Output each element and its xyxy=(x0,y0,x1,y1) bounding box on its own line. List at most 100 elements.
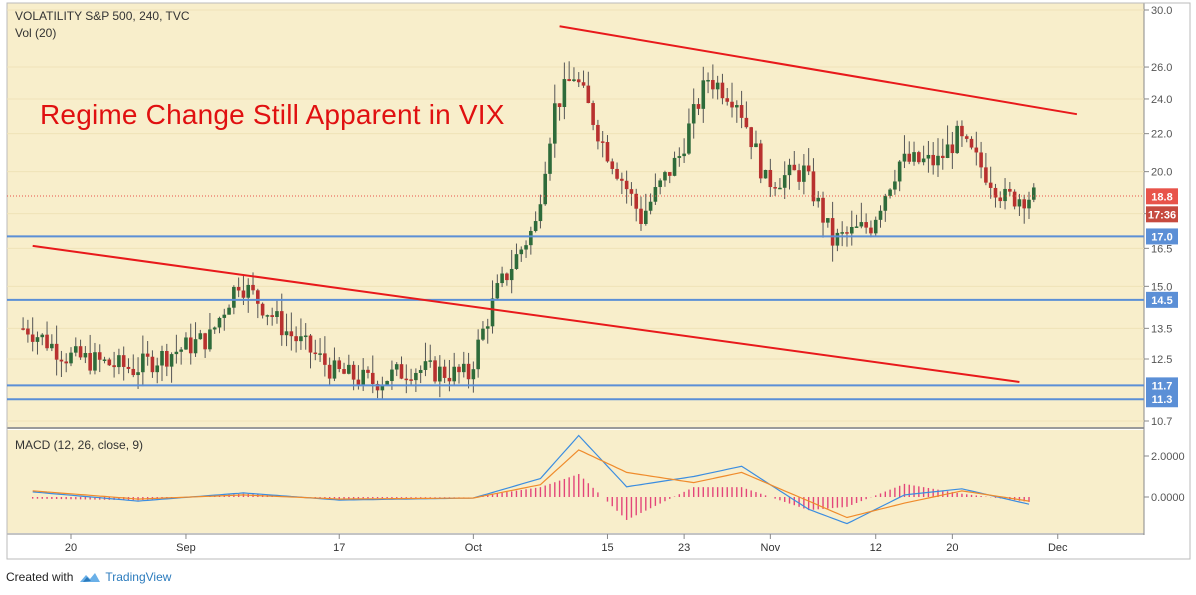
time-axis-ticks: 20 Sep 17 Oct 15 23 Nov 12 20 Dec xyxy=(65,534,1068,554)
candle-body xyxy=(878,210,883,220)
macd-tick-label: 0.0000 xyxy=(1151,492,1185,504)
candle-body xyxy=(811,171,816,202)
candle-body xyxy=(979,152,983,168)
candle-body xyxy=(251,284,255,291)
candle-body xyxy=(59,359,64,362)
candle-body xyxy=(35,337,40,342)
price-tick-label: 26.0 xyxy=(1151,62,1172,74)
candle-body xyxy=(284,331,289,336)
candle-body xyxy=(1008,188,1012,192)
candle-body xyxy=(581,82,586,86)
time-tick-label: 12 xyxy=(870,542,882,554)
candle-body xyxy=(40,334,45,338)
candle-body xyxy=(543,173,548,205)
candle-body xyxy=(145,353,150,357)
price-tick-label: 22.0 xyxy=(1151,129,1172,141)
trendline xyxy=(32,244,1020,383)
candle-body xyxy=(438,366,442,382)
candle-body xyxy=(969,138,974,148)
price-pane[interactable] xyxy=(7,3,1144,427)
candle-body xyxy=(859,222,864,227)
candle-body xyxy=(54,343,59,360)
candle-body xyxy=(246,284,251,298)
candle-body xyxy=(500,273,504,284)
candle-body xyxy=(64,361,69,364)
candle-body xyxy=(447,377,452,382)
candle-body xyxy=(591,103,595,125)
candle-body xyxy=(639,208,643,224)
candle-body xyxy=(921,158,926,163)
time-tick-label: 20 xyxy=(65,542,77,554)
level-tag-bg xyxy=(1146,291,1178,308)
price-axis-ticks: 30.026.024.022.020.018.016.515.013.512.5… xyxy=(1144,5,1172,428)
macd-pane[interactable] xyxy=(7,430,1144,533)
candle-body xyxy=(912,152,916,162)
candle-body xyxy=(768,169,773,188)
candle-body xyxy=(485,326,490,329)
candle-body xyxy=(974,147,979,153)
candle-body xyxy=(232,286,236,308)
time-tick-label: 17 xyxy=(333,542,345,554)
candle-body xyxy=(375,383,380,391)
price-tick-label: 12.5 xyxy=(1151,354,1172,366)
candle-body xyxy=(117,355,121,368)
candle-body xyxy=(385,381,389,385)
candle-body xyxy=(749,127,753,148)
candle-body xyxy=(198,333,203,340)
candle-body xyxy=(849,226,854,234)
candle-body xyxy=(778,187,782,190)
candle-body xyxy=(658,180,662,188)
countdown-tag: 17:36 xyxy=(1148,209,1176,221)
candle-body xyxy=(605,142,610,162)
candle-body xyxy=(97,352,102,360)
candle-body xyxy=(835,232,840,246)
candle-body xyxy=(725,98,730,102)
candle-body xyxy=(227,307,231,315)
candle-body xyxy=(998,197,1003,202)
volume-label: Vol (20) xyxy=(15,26,57,40)
candle-body xyxy=(926,154,931,159)
candle-body xyxy=(131,368,136,376)
candle-body xyxy=(366,369,370,373)
candle-body xyxy=(519,249,524,255)
candle-body xyxy=(873,219,878,234)
candle-body xyxy=(955,125,959,154)
candle-body xyxy=(663,172,667,181)
candle-body xyxy=(241,290,246,298)
candle-body xyxy=(1012,191,1017,207)
macd-tick-label: 2.0000 xyxy=(1151,451,1185,463)
candle-body xyxy=(773,187,777,189)
candle-body xyxy=(30,334,35,342)
candle-body xyxy=(217,317,222,328)
candle-body xyxy=(687,123,691,154)
macd-label: MACD (12, 26, close, 9) xyxy=(15,438,144,452)
candle-body xyxy=(600,141,605,143)
candle-body xyxy=(505,273,509,281)
candle-body xyxy=(107,359,112,366)
candle-body xyxy=(93,352,97,371)
level-tag-bg xyxy=(1146,228,1178,245)
tradingview-link[interactable]: TradingView xyxy=(79,570,171,584)
candle-body xyxy=(940,155,945,159)
candle-body xyxy=(758,143,763,179)
candle-body xyxy=(648,201,653,211)
candle-body xyxy=(672,157,677,176)
outer-frame xyxy=(6,2,1191,560)
level-tag-bg xyxy=(1146,391,1178,408)
candle-body xyxy=(567,79,571,82)
candle-body xyxy=(342,369,346,374)
candle-body xyxy=(840,232,844,234)
candle-body xyxy=(303,335,308,338)
chart-annotation: Regime Change Still Apparent in VIX xyxy=(40,99,505,130)
candle-body xyxy=(461,363,466,373)
candle-body xyxy=(529,230,533,246)
candle-body xyxy=(141,353,145,373)
candle-body xyxy=(754,143,758,148)
candle-body xyxy=(83,352,88,358)
candle-body xyxy=(476,339,480,370)
candle-body xyxy=(308,335,313,353)
price-tick-label: 10.7 xyxy=(1151,416,1172,428)
candle-body xyxy=(399,364,404,379)
candle-body xyxy=(160,350,164,366)
